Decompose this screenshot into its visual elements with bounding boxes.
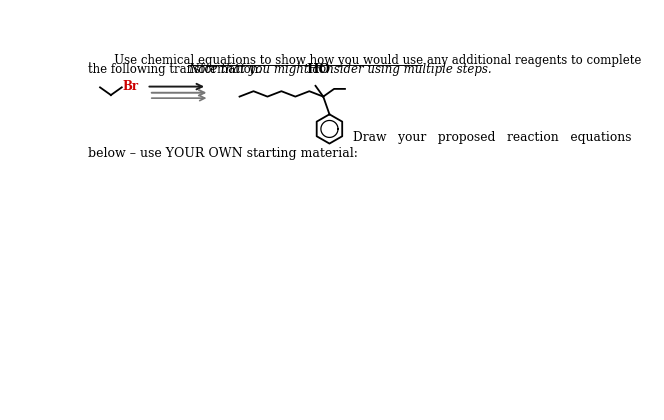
- Text: Draw   your   proposed   reaction   equations: Draw your proposed reaction equations: [353, 131, 631, 144]
- Text: .      Use chemical equations to show how you would use any additional reagents : . Use chemical equations to show how you…: [88, 54, 641, 67]
- Text: the following transformation.: the following transformation.: [88, 63, 266, 76]
- Text: below – use YOUR OWN starting material:: below – use YOUR OWN starting material:: [88, 147, 357, 160]
- Text: Note that you might consider using multiple steps.: Note that you might consider using multi…: [189, 63, 492, 76]
- Text: HO: HO: [306, 63, 330, 76]
- Text: Br: Br: [123, 80, 139, 93]
